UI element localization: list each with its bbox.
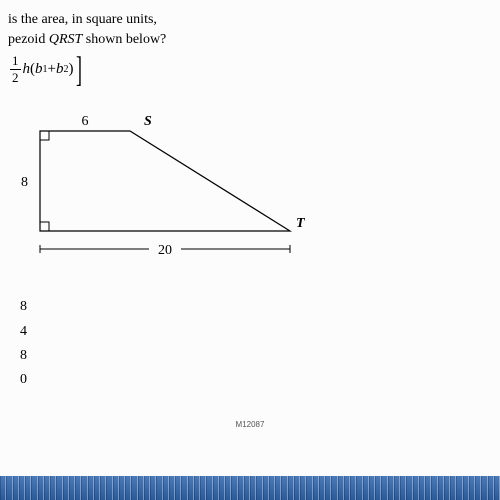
formula-plus: + bbox=[48, 61, 56, 78]
svg-text:8: 8 bbox=[21, 175, 28, 190]
question-line2-suffix: shown below? bbox=[82, 32, 166, 47]
formula-b1: b bbox=[35, 61, 43, 78]
formula-h: h bbox=[23, 61, 31, 78]
formula-numerator: 1 bbox=[10, 53, 21, 70]
answer-b: 4 bbox=[20, 321, 500, 343]
answer-choices: 8 4 8 0 bbox=[20, 296, 500, 392]
svg-text:20: 20 bbox=[158, 243, 172, 258]
question-quad: QRST bbox=[49, 32, 82, 47]
area-formula: 1 2 h ( b1 + b2 ) ] bbox=[8, 53, 500, 86]
question-line1: is the area, in square units, bbox=[8, 12, 157, 27]
answer-c: 8 bbox=[20, 345, 500, 367]
question-line2-prefix: pezoid bbox=[8, 32, 49, 47]
svg-text:6: 6 bbox=[82, 114, 89, 129]
timeline-bar[interactable] bbox=[0, 476, 500, 500]
answer-d: 0 bbox=[20, 369, 500, 391]
svg-text:S: S bbox=[144, 114, 152, 129]
svg-text:T: T bbox=[296, 216, 306, 231]
formula-b2: b bbox=[56, 61, 64, 78]
trapezoid-diagram: 6 S 8 T 20 bbox=[0, 111, 320, 281]
answer-a: 8 bbox=[20, 296, 500, 318]
formula-denominator: 2 bbox=[10, 70, 21, 86]
item-code: M12087 bbox=[0, 420, 500, 429]
